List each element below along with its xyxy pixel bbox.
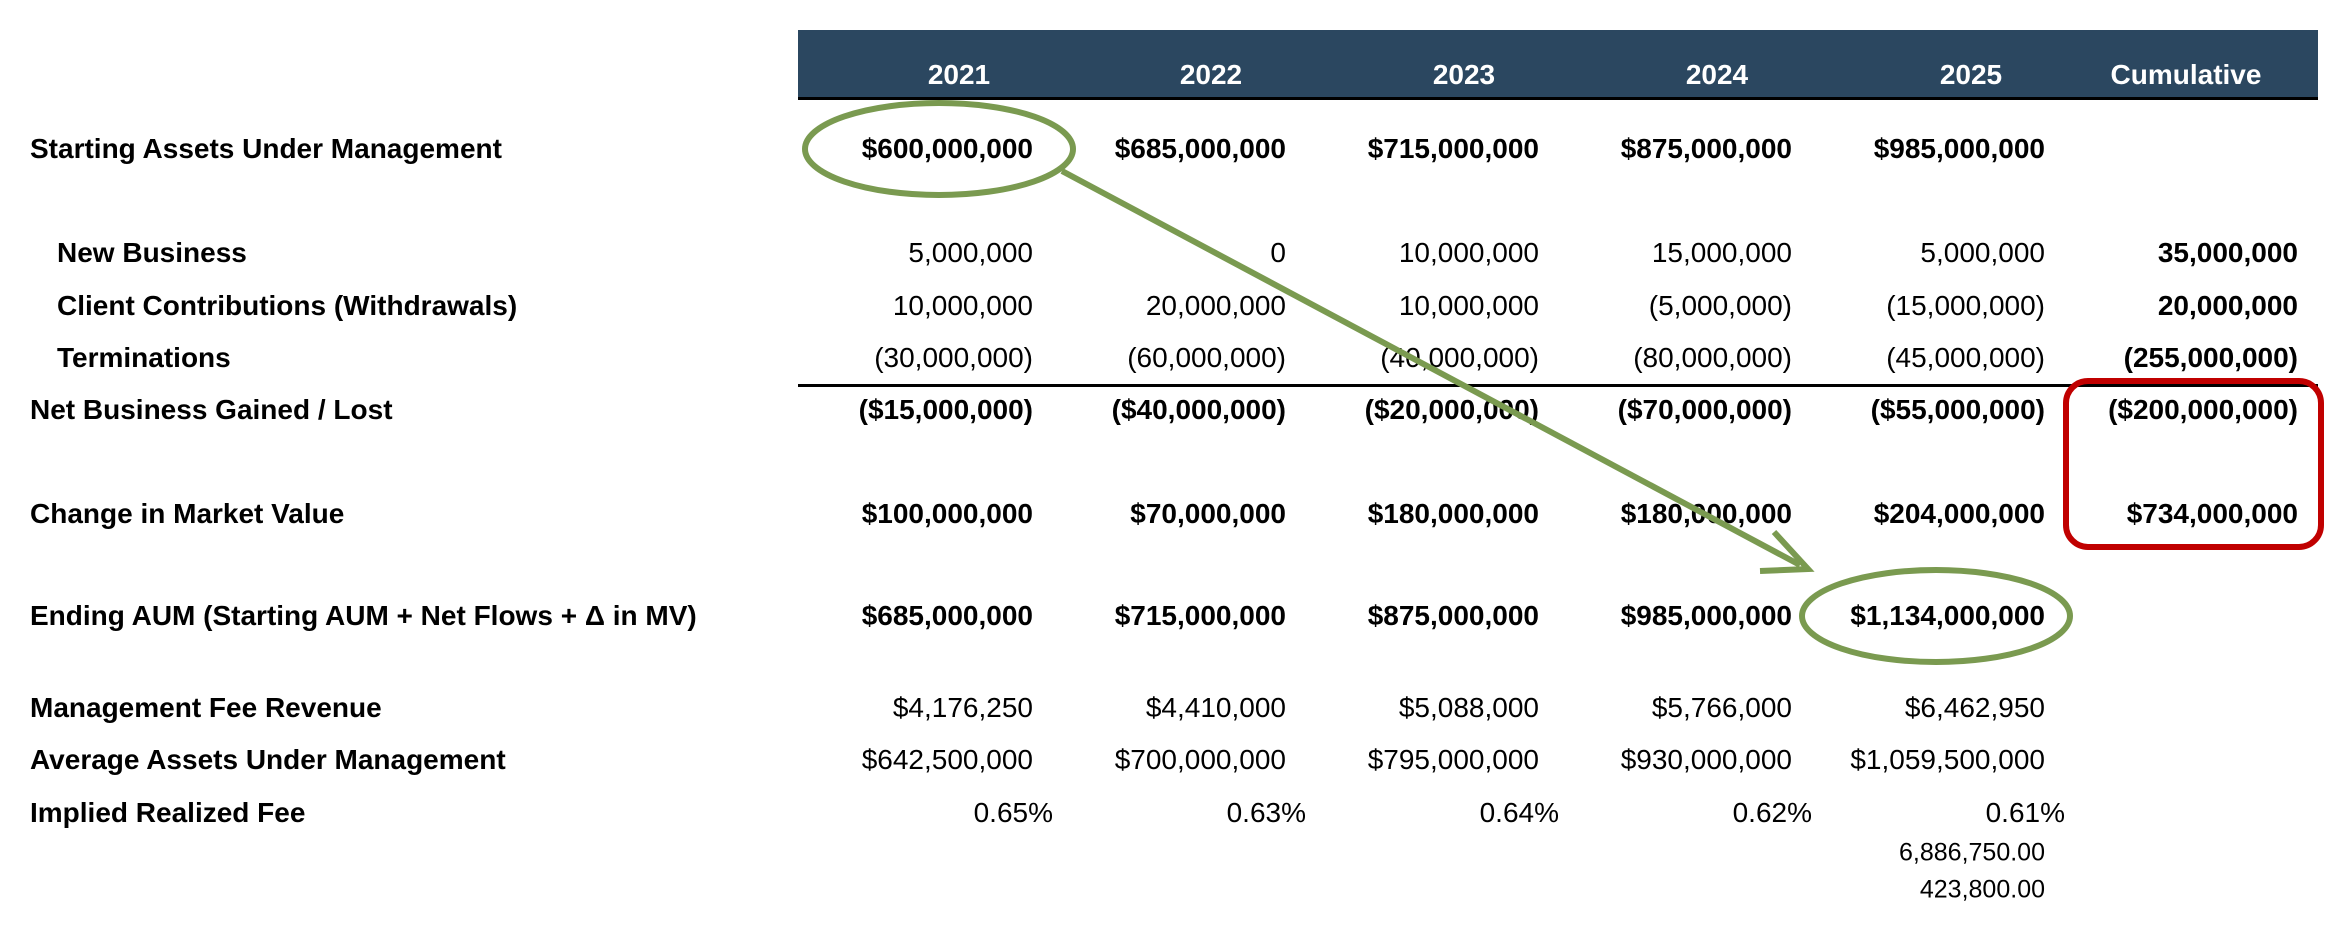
table-cell: 5,000,000 [908,237,1033,268]
row-label: Ending AUM (Starting AUM + Net Flows + Δ… [30,600,697,631]
row-label: Management Fee Revenue [30,692,382,723]
table-cell: $100,000,000 [861,498,1033,529]
table-cell: (30,000,000) [874,342,1033,373]
table-cell: 0.65% [973,797,1053,828]
table-cell: $875,000,000 [1367,600,1539,631]
column-header-2025: 2025 [1939,59,2003,90]
table-cell: $700,000,000 [1114,744,1286,775]
column-header-cumulative: Cumulative [2110,59,2262,90]
table-cell: (15,000,000) [1886,290,2045,321]
row-label: Change in Market Value [30,498,345,529]
row-label: Implied Realized Fee [30,797,306,828]
extra-value: 423,800.00 [1919,875,2045,904]
table-cell: $5,766,000 [1651,692,1792,723]
arrow-head-icon [1759,529,1815,574]
table-cell: $930,000,000 [1620,744,1792,775]
row-label: Client Contributions (Withdrawals) [57,290,518,321]
table-cell: (255,000,000) [2123,342,2298,373]
extra-value: 6,886,750.00 [1899,838,2045,867]
column-header-2023: 2023 [1432,59,1496,90]
column-header-2024: 2024 [1685,59,1749,90]
row-label: Net Business Gained / Lost [30,394,393,425]
table-cell: $4,410,000 [1145,692,1286,723]
table-cell: 10,000,000 [892,290,1033,321]
row-label: Average Assets Under Management [30,744,506,775]
table-cell: 35,000,000 [2157,237,2298,268]
table-cell: ($200,000,000) [2108,394,2298,425]
table-cell: $6,462,950 [1904,692,2045,723]
table-cell: 0.63% [1226,797,1306,828]
table-cell: $642,500,000 [861,744,1033,775]
table-cell: ($15,000,000) [858,394,1033,425]
table-cell: 0.64% [1479,797,1559,828]
table-cell: 0.61% [1985,797,2065,828]
table-cell: $795,000,000 [1367,744,1539,775]
column-header-2021: 2021 [927,59,991,90]
column-header-2022: 2022 [1179,59,1243,90]
table-cell: $685,000,000 [1114,133,1286,164]
table-cell: 5,000,000 [1920,237,2045,268]
table-cell: $1,059,500,000 [1850,744,2045,775]
table-cell: $715,000,000 [1114,600,1286,631]
subtotal-rule [798,384,2318,387]
table-cell: $715,000,000 [1367,133,1539,164]
table-cell: $734,000,000 [2126,498,2298,529]
row-label: Starting Assets Under Management [30,133,502,164]
table-cell: 20,000,000 [2157,290,2298,321]
table-cell: $875,000,000 [1620,133,1792,164]
table-cell: 0.62% [1732,797,1812,828]
table-cell: $685,000,000 [861,600,1033,631]
table-cell: $5,088,000 [1398,692,1539,723]
row-label: Terminations [57,342,231,373]
row-label: New Business [57,237,247,268]
table-cell: $1,134,000,000 [1850,600,2045,631]
column-header-bar [798,30,2318,100]
table-cell: $4,176,250 [892,692,1033,723]
table-cell: $985,000,000 [1873,133,2045,164]
table-cell: $204,000,000 [1873,498,2045,529]
table-cell: $985,000,000 [1620,600,1792,631]
table-cell: (45,000,000) [1886,342,2045,373]
table-cell: ($55,000,000) [1870,394,2045,425]
